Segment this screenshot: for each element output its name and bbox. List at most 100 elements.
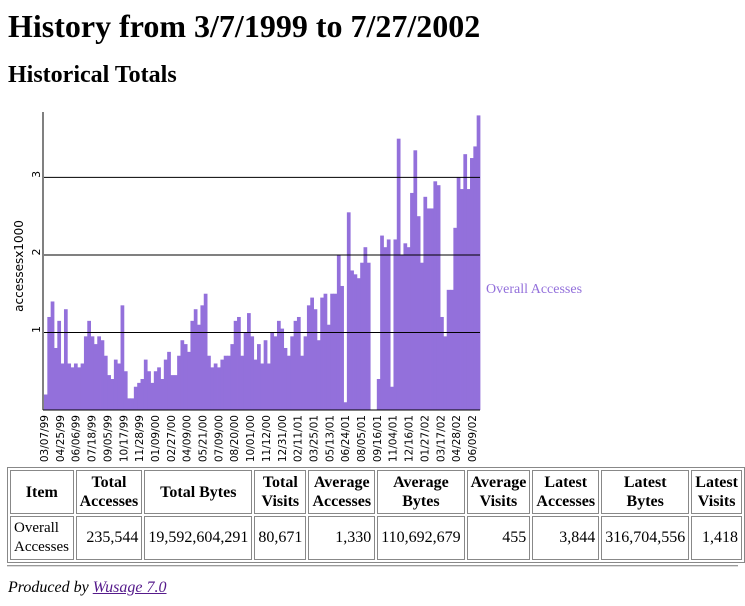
- data-bar: [290, 336, 295, 410]
- data-bar: [213, 363, 218, 410]
- data-bar: [366, 262, 371, 410]
- col-latest-bytes: Latest Bytes: [601, 470, 690, 514]
- data-bar: [210, 367, 215, 410]
- x-tick-label: 01/09/00: [150, 415, 162, 462]
- data-bar: [143, 359, 148, 410]
- data-bar: [73, 363, 78, 410]
- data-bar: [227, 355, 231, 410]
- data-bar: [243, 332, 248, 410]
- data-bar: [350, 270, 354, 410]
- x-tick-label: 06/06/99: [71, 415, 83, 462]
- x-tick-label: 03/17/02: [435, 415, 447, 462]
- data-bar: [360, 262, 364, 410]
- data-bar: [63, 309, 68, 410]
- data-bar: [177, 355, 181, 410]
- data-bar: [423, 196, 428, 410]
- data-bar: [207, 355, 211, 410]
- data-bar: [117, 363, 121, 410]
- data-bar: [153, 371, 158, 410]
- x-tick-label: 09/16/01: [372, 415, 384, 462]
- data-bar: [87, 320, 91, 410]
- data-bar: [120, 305, 125, 410]
- col-total-bytes: Total Bytes: [144, 470, 253, 514]
- x-tick-label: 04/25/99: [55, 415, 67, 462]
- data-bar: [316, 340, 321, 410]
- data-bar: [160, 378, 165, 410]
- data-bar: [200, 305, 205, 410]
- data-bar: [280, 328, 285, 410]
- x-tick-label: 11/12/00: [261, 415, 273, 462]
- data-bar: [276, 320, 281, 410]
- data-bar: [296, 316, 301, 410]
- data-bar: [260, 363, 265, 410]
- data-bar: [450, 289, 454, 410]
- history-chart: 1 2 3 accessesx1000 03/07/99 04/25/99 06/06/99…: [12, 112, 582, 462]
- data-bar: [93, 344, 98, 410]
- table-row: Overall Accesses 235,544 19,592,604,291 …: [10, 516, 742, 560]
- x-tick-label: 04/09/00: [182, 415, 194, 462]
- data-bar: [320, 297, 324, 410]
- data-bar: [190, 320, 195, 410]
- divider: [7, 565, 738, 567]
- x-tick-label: 03/07/99: [39, 415, 51, 462]
- data-bar: [383, 247, 388, 410]
- footer-prefix: Produced by: [8, 579, 89, 596]
- wusage-link[interactable]: Wusage 7.0: [92, 579, 167, 596]
- col-total-accesses: Total Accesses: [75, 470, 143, 514]
- data-bar: [306, 305, 311, 410]
- data-bar: [223, 355, 228, 410]
- data-bar: [103, 355, 108, 410]
- x-tick-label: 12/31/00: [277, 415, 289, 462]
- data-bar: [303, 336, 308, 410]
- cell-latest-visits: 1,418: [691, 516, 742, 560]
- data-bar: [123, 371, 128, 410]
- x-tick-label: 08/05/01: [356, 415, 368, 462]
- data-bar: [230, 344, 235, 410]
- data-bar: [356, 278, 361, 410]
- x-tick-label: 11/04/01: [388, 415, 400, 462]
- data-bar: [127, 398, 131, 410]
- col-latest-accesses: Latest Accesses: [532, 470, 600, 514]
- x-tick-label: 10/17/99: [118, 415, 130, 462]
- col-average-accesses: Average Accesses: [308, 470, 376, 514]
- data-bar: [326, 324, 331, 410]
- data-bar: [53, 347, 58, 410]
- data-bar: [100, 340, 105, 410]
- data-bar: [157, 367, 161, 410]
- data-bar: [247, 313, 251, 410]
- data-bar: [217, 367, 221, 410]
- data-bar: [257, 344, 261, 410]
- data-bar: [380, 235, 384, 410]
- data-bar: [253, 359, 258, 410]
- page-title: History from 3/7/1999 to 7/27/2002: [8, 8, 481, 44]
- x-tick-label: 02/27/00: [166, 415, 178, 462]
- x-tick-label: 08/20/00: [229, 415, 241, 462]
- data-bar: [237, 316, 241, 410]
- cell-total-bytes: 19,592,604,291: [144, 516, 253, 560]
- data-bar: [343, 402, 348, 410]
- data-bar: [460, 189, 464, 410]
- data-bar: [446, 289, 451, 410]
- data-bar: [396, 138, 401, 411]
- data-bar: [173, 375, 178, 410]
- data-bar: [67, 363, 72, 410]
- data-bar: [346, 212, 351, 410]
- data-bar: [473, 146, 478, 411]
- data-bar: [70, 367, 75, 410]
- x-tick-label: 05/21/00: [198, 415, 210, 462]
- data-bar: [133, 386, 138, 410]
- data-bar: [263, 340, 268, 410]
- data-bar: [97, 336, 101, 410]
- x-tick-label: 07/09/00: [213, 415, 225, 462]
- data-bar: [313, 309, 318, 410]
- totals-table: Item Total Accesses Total Bytes Total Vi…: [7, 467, 745, 563]
- data-bar: [113, 359, 118, 410]
- data-bar: [453, 227, 458, 410]
- data-bar: [286, 355, 291, 410]
- data-bar: [220, 359, 225, 410]
- data-bar: [163, 359, 168, 410]
- data-bar: [440, 316, 444, 410]
- data-bar: [107, 375, 111, 410]
- table-header-row: Item Total Accesses Total Bytes Total Vi…: [10, 470, 742, 514]
- x-tick-label: 02/11/01: [293, 415, 305, 462]
